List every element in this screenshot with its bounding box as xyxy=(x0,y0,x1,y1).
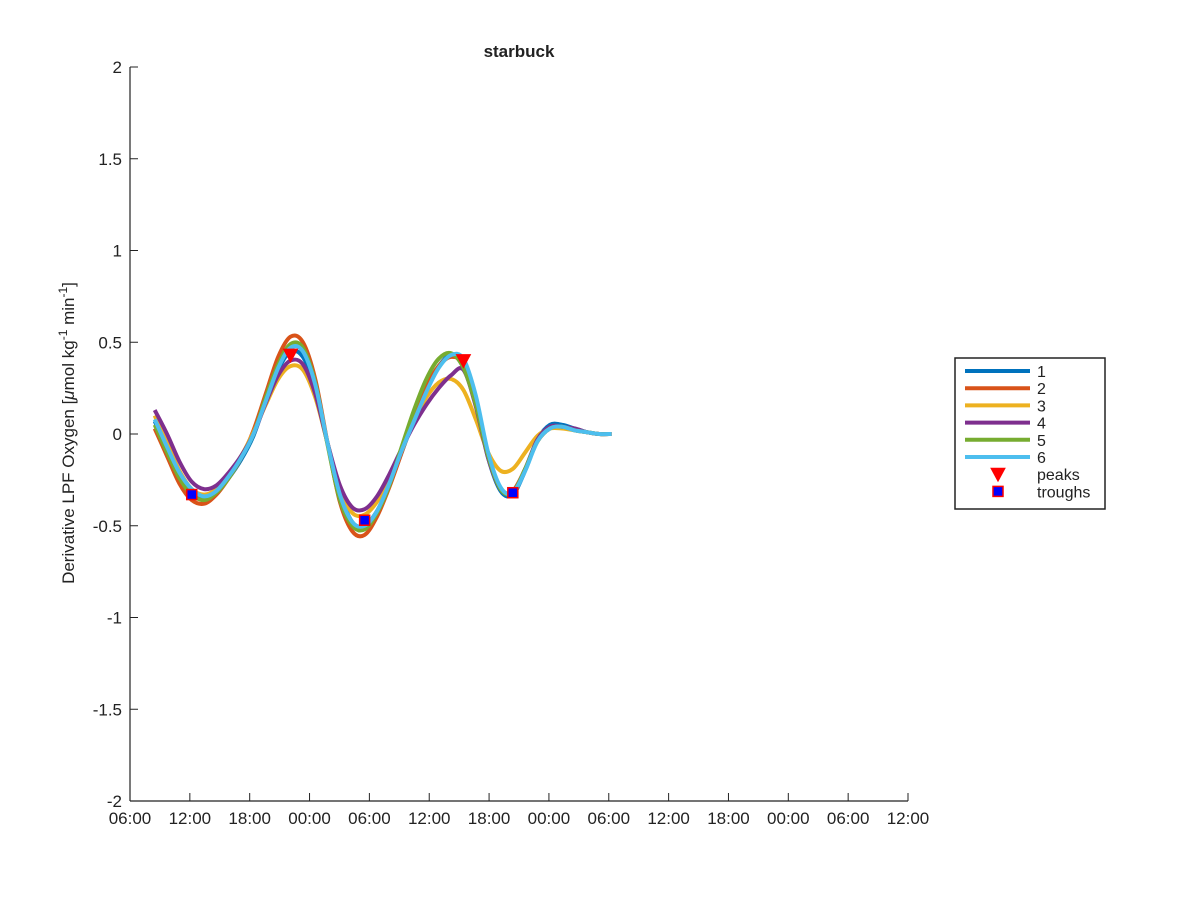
x-tick-label: 00:00 xyxy=(288,809,331,828)
chart-title: starbuck xyxy=(484,42,555,61)
y-tick-label: 0 xyxy=(113,425,122,444)
series-line-6 xyxy=(152,344,612,529)
legend-label: 4 xyxy=(1037,416,1046,433)
legend-label: 5 xyxy=(1037,433,1046,450)
x-tick-label: 06:00 xyxy=(827,809,870,828)
peak-marker xyxy=(282,348,299,364)
y-tick-label: 0.5 xyxy=(98,333,122,352)
legend-label: 1 xyxy=(1037,364,1046,381)
y-tick-label: 1 xyxy=(113,242,122,261)
trough-marker xyxy=(185,488,198,501)
plot-area: -2 -1.5 -1 -0.5 0 0.5 1 1.5 2 06:00 12:00 18:00 00:0… xyxy=(93,58,930,828)
trough-marker xyxy=(358,514,371,526)
x-tick-label: 12:00 xyxy=(647,809,690,828)
legend-label: troughs xyxy=(1037,484,1090,501)
legend-label: peaks xyxy=(1037,467,1080,484)
y-tick-label: -1.5 xyxy=(93,700,122,719)
x-tick-label: 00:00 xyxy=(528,809,571,828)
legend-trough-marker xyxy=(992,485,1004,498)
y-axis-label: Derivative LPF Oxygen [μmol kg-1 min-1] xyxy=(56,282,78,584)
x-tick-label: 12:00 xyxy=(408,809,451,828)
peak-marker xyxy=(455,354,472,369)
x-tick-label: 12:00 xyxy=(887,809,930,828)
x-tick-label: 06:00 xyxy=(587,809,630,828)
x-tick-label: 18:00 xyxy=(707,809,750,828)
y-tick-label: 1.5 xyxy=(98,150,122,169)
legend-label: 6 xyxy=(1037,450,1046,467)
x-tick-label: 06:00 xyxy=(109,809,152,828)
x-tick-label: 18:00 xyxy=(468,809,511,828)
x-tick-label: 12:00 xyxy=(169,809,212,828)
y-tick-label: -2 xyxy=(107,792,122,811)
y-tick-label: -1 xyxy=(107,609,122,628)
legend-label: 2 xyxy=(1037,381,1046,398)
trough-marker xyxy=(507,486,519,499)
legend-peak-marker xyxy=(990,467,1006,483)
x-tick-label: 06:00 xyxy=(348,809,391,828)
x-tick-label: 18:00 xyxy=(228,809,271,828)
legend-box xyxy=(954,357,1106,510)
x-tick-label: 00:00 xyxy=(767,809,810,828)
y-tick-label: 2 xyxy=(113,58,122,77)
y-tick-label: -0.5 xyxy=(93,517,122,536)
legend-label: 3 xyxy=(1037,398,1046,415)
